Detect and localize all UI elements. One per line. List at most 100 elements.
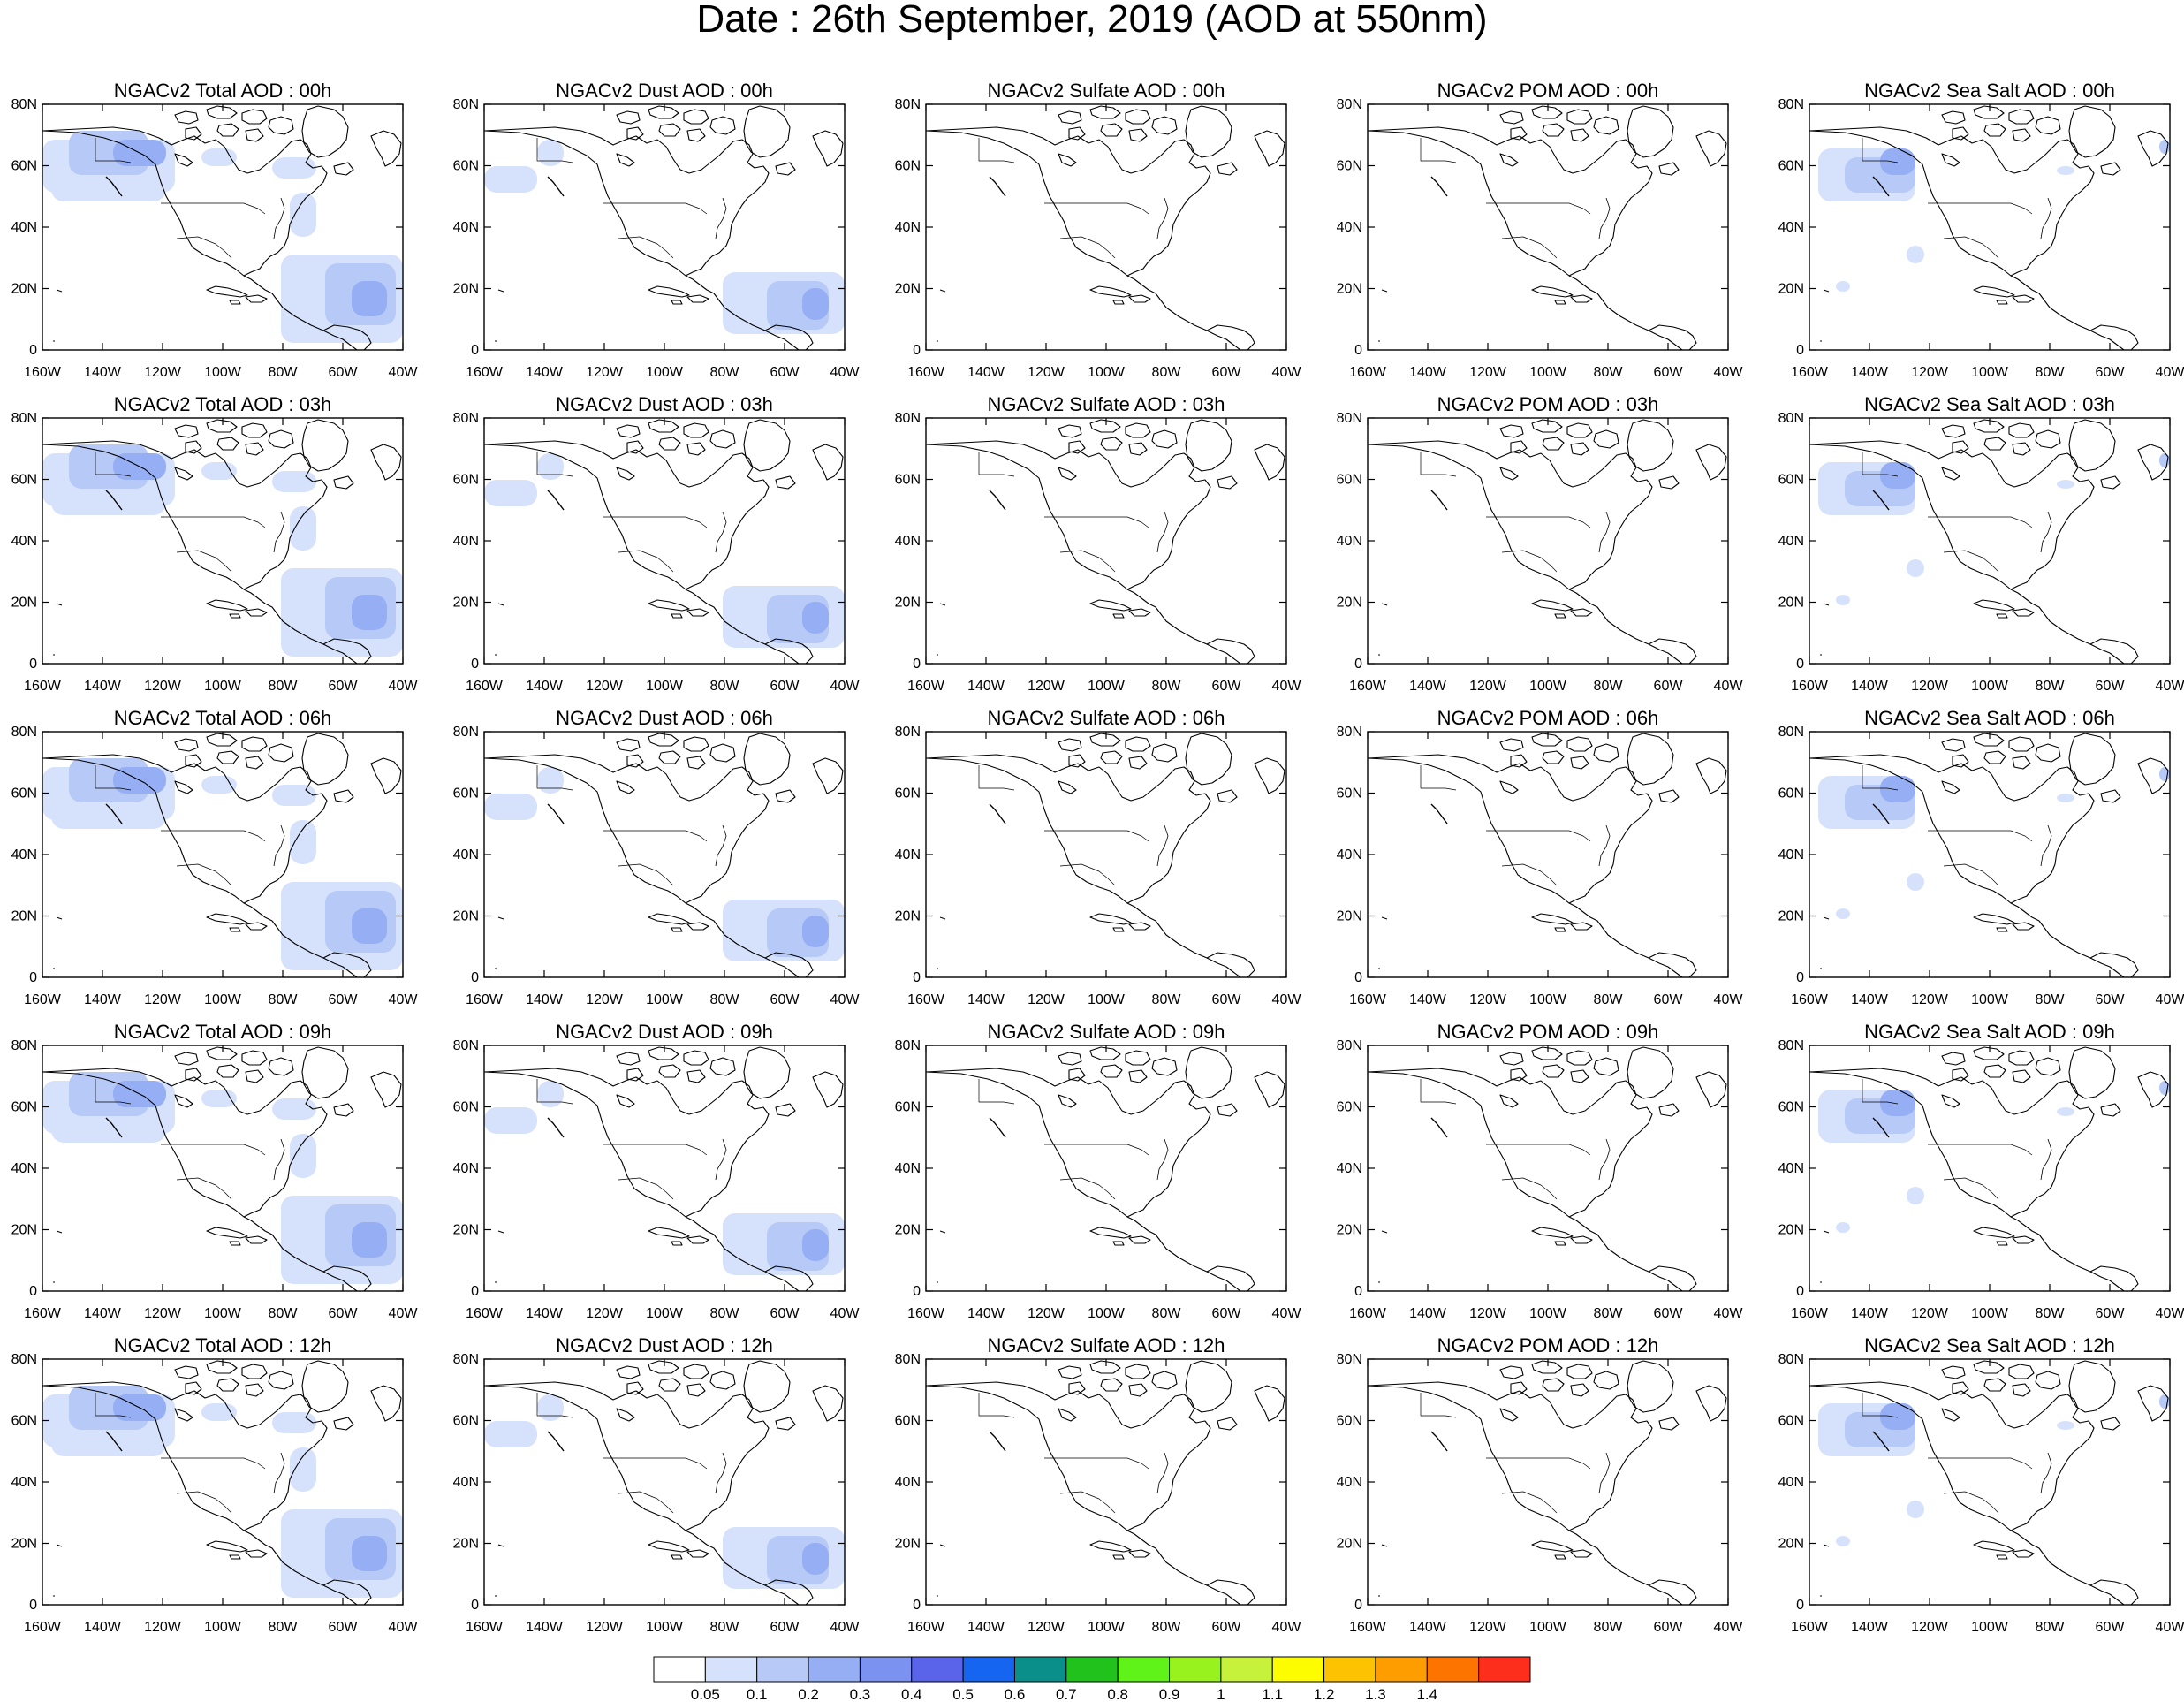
panel-title: NGACv2 POM AOD : 00h bbox=[1437, 80, 1659, 102]
lat-tick-label: 80N bbox=[453, 1038, 479, 1053]
lon-tick-label: 160W bbox=[1791, 679, 1829, 694]
lat-tick-label: 80N bbox=[1337, 1038, 1362, 1053]
lat-tick-label: 80N bbox=[1778, 1352, 1804, 1367]
lat-tick-label: 20N bbox=[453, 1537, 479, 1552]
lon-tick-label: 140W bbox=[84, 1620, 122, 1635]
lat-tick-label: 0 bbox=[1796, 1598, 1804, 1613]
lat-tick-label: 0 bbox=[1796, 970, 1804, 985]
lon-tick-label: 160W bbox=[24, 1620, 62, 1635]
lon-tick-label: 80W bbox=[1152, 1620, 1182, 1635]
lon-tick-label: 100W bbox=[204, 1306, 242, 1321]
lat-tick-label: 20N bbox=[1337, 909, 1362, 924]
lat-tick-label: 80N bbox=[453, 411, 479, 426]
map-panel: NGACv2 Total AOD : 06h 80N 60N 40N 20N 0 160W 1… bbox=[11, 707, 419, 1007]
colorbar-swatch bbox=[962, 1656, 1015, 1683]
map-area bbox=[1368, 732, 1728, 977]
lon-tick-label: 140W bbox=[84, 365, 122, 380]
lat-tick-label: 60N bbox=[1778, 1414, 1804, 1429]
lon-tick-label: 80W bbox=[269, 365, 299, 380]
map-panel: NGACv2 Dust AOD : 12h 80N 60N 40N 20N 0 160W 14… bbox=[453, 1334, 861, 1635]
lon-tick-label: 120W bbox=[586, 679, 624, 694]
aod-shading bbox=[484, 1421, 537, 1447]
lon-tick-label: 160W bbox=[24, 992, 62, 1007]
panel-title: NGACv2 Sulfate AOD : 09h bbox=[987, 1021, 1225, 1043]
colorbar-swatch bbox=[1065, 1656, 1119, 1683]
lat-tick-label: 60N bbox=[1337, 1100, 1362, 1115]
lon-tick-label: 140W bbox=[967, 679, 1005, 694]
lat-tick-label: 20N bbox=[1337, 282, 1362, 297]
lon-tick-label: 140W bbox=[1409, 679, 1447, 694]
lat-tick-label: 0 bbox=[913, 1598, 921, 1613]
colorbar-label: 0.8 bbox=[1107, 1686, 1128, 1702]
map-panel: NGACv2 Dust AOD : 03h 80N 60N 40N 20N 0 160W 14… bbox=[453, 393, 861, 694]
lat-tick-label: 0 bbox=[1354, 657, 1362, 672]
lat-tick-label: 80N bbox=[11, 97, 37, 112]
lon-tick-label: 140W bbox=[1851, 679, 1889, 694]
panel-title: NGACv2 POM AOD : 03h bbox=[1437, 393, 1659, 415]
lat-tick-label: 40N bbox=[895, 534, 921, 549]
lon-tick-label: 160W bbox=[1349, 1620, 1387, 1635]
map-area bbox=[1809, 104, 2170, 350]
lon-tick-label: 60W bbox=[329, 992, 359, 1007]
panel-title: NGACv2 Total AOD : 03h bbox=[114, 393, 332, 415]
colorbar-swatch bbox=[1220, 1656, 1273, 1683]
lon-tick-label: 160W bbox=[1349, 679, 1387, 694]
lat-tick-label: 60N bbox=[453, 786, 479, 802]
lon-tick-label: 80W bbox=[2036, 992, 2066, 1007]
lat-tick-label: 40N bbox=[453, 847, 479, 862]
lon-tick-label: 140W bbox=[967, 992, 1005, 1007]
aod-shading bbox=[2057, 1107, 2074, 1116]
lon-tick-label: 120W bbox=[1911, 1306, 1949, 1321]
lat-tick-label: 40N bbox=[1337, 220, 1362, 235]
lon-tick-label: 100W bbox=[1529, 1306, 1567, 1321]
lon-tick-label: 140W bbox=[1409, 992, 1447, 1007]
panel-title: NGACv2 Total AOD : 09h bbox=[114, 1021, 332, 1043]
lon-tick-label: 120W bbox=[586, 365, 624, 380]
aod-shading bbox=[1907, 559, 1924, 577]
lon-tick-label: 120W bbox=[1911, 679, 1949, 694]
panel-title: NGACv2 Sea Salt AOD : 00h bbox=[1864, 80, 2115, 102]
lon-tick-label: 160W bbox=[907, 1620, 945, 1635]
lat-tick-label: 20N bbox=[1778, 282, 1804, 297]
aod-shading bbox=[1836, 1222, 1850, 1233]
lon-tick-label: 120W bbox=[144, 1306, 182, 1321]
lon-tick-label: 100W bbox=[204, 679, 242, 694]
lon-tick-label: 60W bbox=[1654, 1306, 1684, 1321]
colorbar-swatch bbox=[1375, 1656, 1428, 1683]
lon-tick-label: 160W bbox=[1791, 992, 1829, 1007]
lon-tick-label: 80W bbox=[1152, 679, 1182, 694]
lon-tick-label: 40W bbox=[1714, 1306, 1744, 1321]
map-panel: NGACv2 Total AOD : 00h 80N 60N 40N 20N 0 160W 1… bbox=[11, 80, 419, 380]
lon-tick-label: 60W bbox=[1654, 1620, 1684, 1635]
panel-title: NGACv2 POM AOD : 12h bbox=[1437, 1334, 1659, 1356]
lon-tick-label: 160W bbox=[1349, 365, 1387, 380]
lon-tick-label: 160W bbox=[907, 1306, 945, 1321]
lon-tick-label: 120W bbox=[586, 1306, 624, 1321]
lon-tick-label: 100W bbox=[1971, 1620, 2009, 1635]
aod-shading bbox=[537, 1081, 564, 1107]
lon-tick-label: 120W bbox=[144, 1620, 182, 1635]
lon-tick-label: 140W bbox=[526, 365, 564, 380]
map-area bbox=[484, 104, 845, 350]
aod-shading bbox=[352, 1222, 387, 1258]
lon-tick-label: 60W bbox=[770, 679, 800, 694]
lat-tick-label: 80N bbox=[11, 725, 37, 740]
panel-title: NGACv2 Total AOD : 12h bbox=[114, 1334, 332, 1356]
lon-tick-label: 40W bbox=[389, 365, 419, 380]
aod-shading bbox=[1836, 595, 1850, 605]
lon-tick-label: 160W bbox=[466, 1306, 504, 1321]
aod-shading bbox=[1907, 873, 1924, 891]
lat-tick-label: 0 bbox=[913, 1284, 921, 1299]
lat-tick-label: 0 bbox=[471, 970, 479, 985]
lat-tick-label: 20N bbox=[895, 1223, 921, 1238]
lon-tick-label: 60W bbox=[770, 1306, 800, 1321]
aod-shading bbox=[1880, 462, 1915, 489]
lon-tick-label: 100W bbox=[204, 992, 242, 1007]
lon-tick-label: 80W bbox=[1594, 1620, 1624, 1635]
colorbar-swatch bbox=[1117, 1656, 1171, 1683]
panel-title: NGACv2 Sea Salt AOD : 12h bbox=[1864, 1334, 2115, 1356]
aod-shading bbox=[484, 480, 537, 506]
panel-title: NGACv2 Dust AOD : 12h bbox=[556, 1334, 773, 1356]
panel-title: NGACv2 Total AOD : 00h bbox=[114, 80, 332, 102]
lat-tick-label: 0 bbox=[913, 970, 921, 985]
